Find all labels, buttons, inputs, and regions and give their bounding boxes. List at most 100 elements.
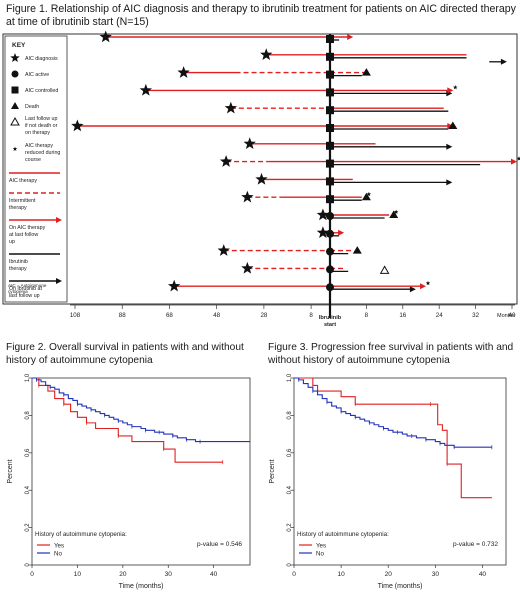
death-marker bbox=[352, 246, 362, 254]
legend-label: No bbox=[54, 550, 62, 557]
aic-arrow bbox=[420, 283, 426, 290]
key-item-label: On ibrutinib at bbox=[9, 286, 43, 292]
patient-row bbox=[217, 244, 362, 256]
patient-row bbox=[255, 172, 453, 186]
key-item-label: on therapy bbox=[25, 130, 50, 136]
key-item-label: On AIC therapy bbox=[9, 225, 46, 231]
aic-controlled-marker bbox=[326, 88, 334, 97]
patient-row bbox=[260, 48, 507, 65]
aic-controlled-marker bbox=[326, 141, 334, 150]
aic-diagnosis-marker bbox=[243, 137, 256, 150]
aic-arrow bbox=[447, 87, 454, 94]
key-item-label: Intermittent bbox=[9, 198, 36, 204]
center-label: start bbox=[324, 322, 336, 328]
open-triangle-icon bbox=[10, 116, 20, 126]
key-item-square: AIC controlled bbox=[11, 86, 58, 94]
aic-diagnosis-marker bbox=[177, 66, 190, 78]
death-marker bbox=[389, 210, 399, 218]
patient-row bbox=[241, 190, 372, 204]
y-tick-label: 0.6 bbox=[287, 448, 293, 457]
x-tick-label: 108 bbox=[70, 312, 81, 319]
small-star-icon bbox=[12, 146, 18, 151]
patient-row bbox=[241, 261, 390, 274]
p-value: p-value = 0.546 bbox=[197, 541, 242, 548]
key-box: KEY AIC diagnosis AIC active AIC controlled… bbox=[4, 35, 68, 303]
ibrutinib-arrow bbox=[446, 143, 453, 150]
legend-label: Yes bbox=[316, 542, 326, 549]
aic-diagnosis-marker bbox=[99, 30, 112, 43]
aic-diagnosis-marker bbox=[241, 190, 254, 203]
aic-active-marker bbox=[326, 265, 334, 274]
arrow-icon bbox=[56, 278, 62, 284]
x-tick-label: 40 bbox=[210, 571, 218, 578]
x-tick-label: 20 bbox=[119, 571, 127, 578]
aic-active-marker bbox=[326, 283, 334, 292]
key-item-label: AIC therapy bbox=[25, 143, 53, 149]
key-title: KEY bbox=[12, 42, 26, 49]
x-tick-label: 48 bbox=[213, 312, 220, 319]
circle-icon bbox=[11, 70, 19, 78]
key-item-label: course bbox=[25, 157, 41, 163]
key-item-label: up bbox=[9, 239, 15, 245]
reduced-therapy-marker bbox=[425, 280, 431, 286]
x-tick-label: 0 bbox=[292, 571, 296, 578]
patient-row bbox=[99, 30, 354, 43]
x-tick-label: 8 bbox=[365, 312, 369, 319]
x-tick-label: 40 bbox=[509, 312, 516, 319]
reduced-therapy-marker bbox=[366, 191, 372, 197]
x-tick-label: 32 bbox=[472, 312, 479, 319]
x-axis-label: Time (months) bbox=[119, 583, 164, 590]
x-axis-label: Time (months) bbox=[378, 583, 423, 590]
key-item-label: reduced during bbox=[25, 150, 60, 156]
y-tick-label: 0.6 bbox=[25, 448, 31, 457]
key-item-label: Death bbox=[25, 104, 39, 110]
key-frame bbox=[4, 35, 68, 303]
patient-row bbox=[316, 208, 399, 221]
aic-controlled-marker bbox=[326, 124, 334, 132]
death-marker bbox=[448, 121, 458, 129]
survival-line-yes bbox=[294, 377, 492, 499]
key-item-label: Ibrutinib bbox=[9, 259, 28, 265]
aic-active-marker bbox=[326, 247, 334, 256]
legend-label: No bbox=[316, 550, 324, 557]
aic-diagnosis-marker bbox=[219, 155, 233, 167]
key-item-red-line: AIC therapy bbox=[9, 172, 60, 184]
aic-diagnosis-marker bbox=[255, 172, 268, 185]
patient-row bbox=[71, 119, 458, 132]
x-tick-label: 16 bbox=[399, 312, 406, 319]
aic-arrow bbox=[511, 158, 517, 165]
aic-arrow bbox=[338, 229, 345, 236]
y-tick-label: 0.4 bbox=[25, 485, 31, 494]
x-tick-label: 10 bbox=[337, 571, 345, 578]
aic-diagnosis-marker bbox=[260, 48, 273, 61]
figure2-survival-chart: 0 0.2 0.4 0.6 0.8 1.0 0 10 20 30 40 Time (months) Pe… bbox=[7, 373, 251, 590]
x-tick-label: 28 bbox=[260, 312, 267, 319]
x-tick-label: 88 bbox=[119, 312, 126, 319]
x-tick-label: 24 bbox=[436, 312, 443, 319]
key-item-label: AIC active bbox=[25, 72, 49, 78]
key-item-circle: AIC active bbox=[11, 70, 49, 78]
star-icon bbox=[10, 53, 20, 63]
aic-active-marker bbox=[326, 229, 334, 238]
aic-diagnosis-marker bbox=[224, 101, 238, 114]
aic-diagnosis-marker bbox=[316, 226, 330, 239]
x-tick-label: 30 bbox=[432, 571, 440, 578]
death-marker bbox=[361, 68, 371, 76]
aic-controlled-marker bbox=[326, 70, 334, 79]
key-item-triangle: Death bbox=[11, 102, 39, 110]
key-item-label: AIC therapy bbox=[9, 178, 37, 184]
x-tick-label: 10 bbox=[74, 571, 82, 578]
reduced-therapy-marker bbox=[453, 85, 458, 90]
x-tick-label: 40 bbox=[479, 571, 487, 578]
ibrutinib-arrow bbox=[500, 58, 507, 65]
y-tick-label: 0 bbox=[25, 563, 31, 567]
y-tick-label: 0.2 bbox=[287, 523, 293, 532]
key-item-label: therapy bbox=[9, 205, 27, 211]
key-item-star: AIC diagnosis bbox=[10, 53, 58, 63]
